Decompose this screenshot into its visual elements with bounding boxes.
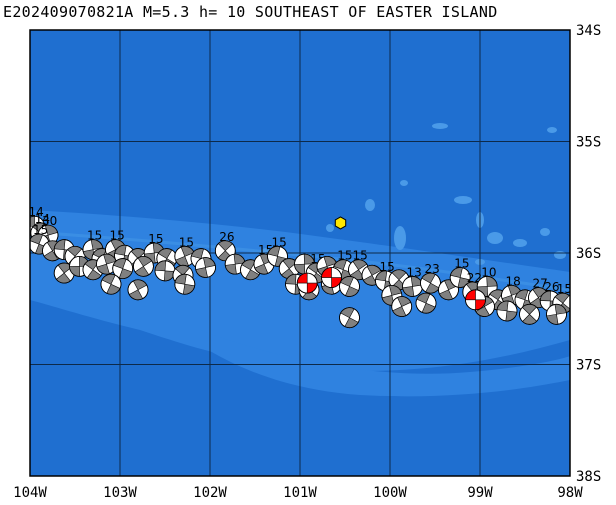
depth-label: 15	[353, 249, 368, 263]
depth-label: 15	[33, 223, 48, 237]
focal-mechanism	[53, 262, 75, 284]
focal-mechanism	[127, 279, 149, 301]
depth-label: 18	[506, 274, 521, 288]
depth-label: 30	[42, 214, 57, 228]
focal-mechanism	[339, 276, 360, 297]
depth-label: 15	[110, 229, 125, 243]
seamount	[400, 180, 408, 186]
lon-tick-label: 100W	[373, 485, 407, 501]
focal-mechanism	[132, 255, 154, 277]
focal-mechanism	[82, 259, 104, 281]
depth-label: 15	[557, 282, 572, 296]
depth-label: 15	[87, 229, 102, 243]
ridge-band-lower	[200, 330, 570, 397]
focal-mechanism-recent	[321, 267, 342, 288]
depth-label: 23	[425, 262, 440, 276]
seamount	[365, 199, 375, 211]
lat-tick-label: 35S	[576, 135, 601, 151]
depth-label: 26	[544, 280, 559, 294]
seamount	[432, 123, 448, 129]
map-frame	[29, 29, 571, 477]
depth-label: 15	[380, 260, 395, 274]
seamount	[487, 232, 503, 244]
lon-tick-label: 101W	[283, 485, 317, 501]
focal-mechanism	[96, 253, 117, 275]
depth-label: 13	[407, 265, 422, 279]
depth-label: 15	[148, 232, 163, 246]
lat-tick-label: 36S	[576, 246, 601, 262]
focal-mechanism	[294, 253, 315, 275]
depth-label: 15	[272, 235, 287, 249]
depth-label: 14	[35, 212, 50, 226]
seamount	[454, 196, 472, 204]
lon-tick-label: 102W	[193, 485, 227, 501]
lat-tick-label: 38S	[576, 469, 601, 485]
lon-tick-label: 104W	[13, 485, 47, 501]
focal-mechanism	[415, 292, 437, 314]
lat-tick-label: 34S	[576, 23, 601, 39]
lon-tick-label: 98W	[557, 485, 583, 501]
depth-label: 10	[481, 265, 496, 279]
depth-label: 14	[29, 205, 44, 219]
focal-mechanism	[100, 273, 122, 295]
seamount	[513, 239, 527, 247]
seamount	[547, 127, 557, 133]
lon-tick-label: 99W	[467, 485, 493, 501]
epicenter-marker	[334, 216, 347, 230]
focal-mechanism	[195, 257, 216, 278]
depth-label: 27	[533, 277, 548, 291]
focal-mechanism	[381, 284, 403, 306]
seamount	[394, 226, 406, 250]
map-title: E202409070821A M=5.3 h= 10 SOUTHEAST OF …	[3, 3, 498, 21]
focal-mechanism	[496, 300, 518, 322]
seamount	[326, 224, 334, 232]
depth-label: 15	[454, 257, 469, 271]
focal-mechanism	[420, 272, 441, 294]
lat-tick-label: 37S	[576, 358, 601, 374]
focal-mechanism	[546, 303, 567, 325]
focal-mechanism	[174, 245, 196, 267]
focal-mechanism	[449, 267, 471, 288]
focal-mechanism	[339, 307, 360, 329]
focal-mechanism	[174, 273, 196, 295]
focal-mechanism	[519, 303, 540, 325]
seamount	[540, 228, 550, 236]
depth-label: 15	[179, 235, 194, 249]
longitude-labels: 104W 103W 102W 101W 100W 99W 98W	[13, 485, 583, 501]
focal-mechanism	[391, 296, 413, 317]
seamount	[554, 251, 566, 259]
focal-mechanism-recent	[465, 289, 486, 311]
lon-tick-label: 103W	[103, 485, 137, 501]
depth-label: 26	[219, 230, 234, 244]
depth-label: 15	[337, 249, 352, 263]
focal-mechanism-recent	[296, 272, 318, 294]
latitude-labels: 34S 35S 36S 37S 38S	[576, 23, 601, 485]
focal-mechanism	[402, 276, 423, 297]
